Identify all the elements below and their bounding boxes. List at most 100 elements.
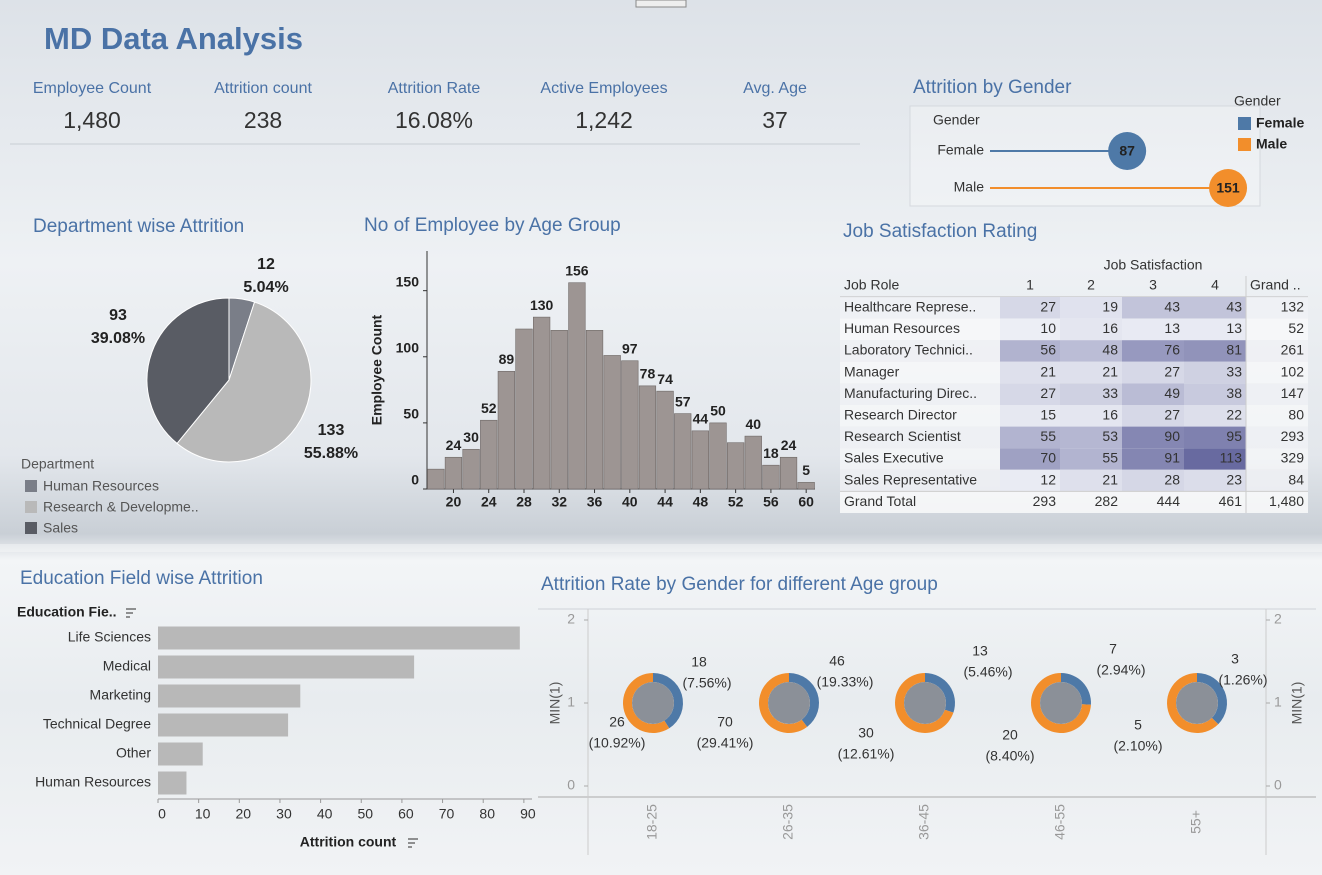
y-tick-label: 0 (411, 472, 419, 488)
y2-tick-label: 1 (1274, 694, 1282, 710)
heat-cell (1000, 340, 1060, 362)
column-header: Job Role (844, 277, 899, 293)
heat-cell (1060, 318, 1122, 341)
category-label: Technical Degree (43, 716, 151, 732)
x-tick-label: 56 (763, 494, 779, 510)
heat-cell (1184, 405, 1246, 427)
value-label: 70 (717, 714, 733, 730)
bar (585, 330, 604, 490)
legend-swatch (1238, 117, 1251, 130)
value-label: 52 (481, 400, 497, 416)
heat-cell (1000, 469, 1060, 492)
x-axis-label: Attrition count (300, 834, 397, 850)
y-tick-label: 1 (567, 694, 575, 710)
donut-segment (1031, 673, 1091, 734)
kpi-label: Employee Count (33, 80, 152, 97)
bar (762, 464, 780, 490)
bar (515, 328, 533, 490)
cell-value: 27 (1040, 385, 1056, 401)
value-label: 57 (675, 393, 691, 409)
donut-segment (1167, 673, 1219, 733)
x-tick-label: 70 (439, 806, 455, 822)
value-label: 30 (858, 725, 874, 741)
cell-value: 461 (1219, 493, 1243, 509)
sort-icon (126, 608, 136, 618)
chart-title: Attrition by Gender (913, 77, 1072, 98)
cell-value: 147 (1281, 385, 1305, 401)
heat-cell (1184, 297, 1246, 319)
row-label: Sales Executive (844, 450, 944, 466)
axis-label: Gender (933, 112, 980, 128)
heat-cell (1000, 405, 1060, 427)
dot (1108, 132, 1147, 170)
cell-value: 84 (1288, 471, 1304, 487)
cell-value: 27 (1164, 363, 1180, 379)
value-label: 24 (781, 437, 797, 453)
y2-tick-label: 0 (1274, 777, 1282, 793)
x-tick-label: 90 (520, 806, 536, 822)
heat-cell (1122, 469, 1184, 492)
axis-header: Education Fie.. (17, 604, 117, 620)
share-label: (5.46%) (963, 664, 1012, 680)
value-label: 46 (829, 653, 845, 669)
y-axis-label: Employee Count (369, 314, 385, 425)
cell-value: 28 (1164, 471, 1180, 487)
legend-label: Human Resources (43, 478, 159, 494)
x-tick-label: 20 (236, 806, 252, 822)
cell-value: 49 (1164, 385, 1180, 401)
cell-value: 282 (1095, 493, 1119, 509)
cell-value: 27 (1164, 407, 1180, 423)
cell-value: 53 (1102, 428, 1118, 444)
value-label: 78 (640, 366, 656, 382)
category-label: Female (937, 142, 984, 158)
kpi-value: 1,480 (63, 107, 121, 133)
legend-title: Gender (1234, 93, 1281, 109)
x-tick-label: 80 (479, 806, 495, 822)
donut-hole (1040, 682, 1082, 724)
cell-value: 80 (1288, 407, 1304, 423)
heat-cell (1122, 297, 1184, 319)
bar (603, 355, 621, 490)
bar (727, 442, 745, 490)
page-title: MD Data Analysis (44, 21, 303, 56)
donut-segment (925, 673, 955, 713)
cell-value: 70 (1040, 450, 1056, 466)
value-label: 12 (257, 256, 275, 273)
cell-value: 81 (1226, 342, 1242, 358)
y2-tick-label: 2 (1274, 611, 1282, 627)
donut-segment (623, 673, 670, 733)
share-label: (7.56%) (682, 675, 731, 691)
bar (497, 371, 515, 490)
chart-title: Attrition Rate by Gender for different A… (541, 574, 938, 595)
cell-value: 27 (1040, 299, 1056, 315)
chart-title: Department wise Attrition (33, 216, 244, 237)
heat-cell (1184, 426, 1246, 449)
heat-cell (1060, 361, 1122, 384)
cell-value: 21 (1040, 363, 1056, 379)
legend-title: Department (21, 456, 94, 472)
donut-hole (632, 682, 674, 724)
x-tick-label: 40 (622, 494, 638, 510)
x-tick-label: 48 (693, 494, 709, 510)
y-axis-label: MIN(1) (547, 682, 563, 725)
cell-value: 132 (1281, 299, 1305, 315)
category-label: Life Sciences (68, 629, 151, 645)
share-label: 39.08% (91, 330, 145, 347)
cell-value: 10 (1040, 320, 1056, 336)
value-label: 133 (318, 422, 345, 439)
cell-value: 12 (1040, 471, 1056, 487)
chart-title: Education Field wise Attrition (20, 568, 263, 589)
share-label: (2.10%) (1113, 738, 1162, 754)
cell-value: 23 (1226, 471, 1242, 487)
column-header: Grand .. (1250, 277, 1301, 293)
cell-value: 55 (1102, 450, 1118, 466)
x-tick-label: 18-25 (644, 804, 660, 840)
donut-segment (1197, 673, 1227, 725)
row-label: Human Resources (844, 320, 960, 336)
heat-cell (1060, 405, 1122, 427)
share-label: (10.92%) (589, 735, 646, 751)
bar (691, 430, 709, 490)
heat-cell (1122, 405, 1184, 427)
kpi-label: Avg. Age (743, 80, 807, 97)
cell-value: 15 (1040, 407, 1056, 423)
